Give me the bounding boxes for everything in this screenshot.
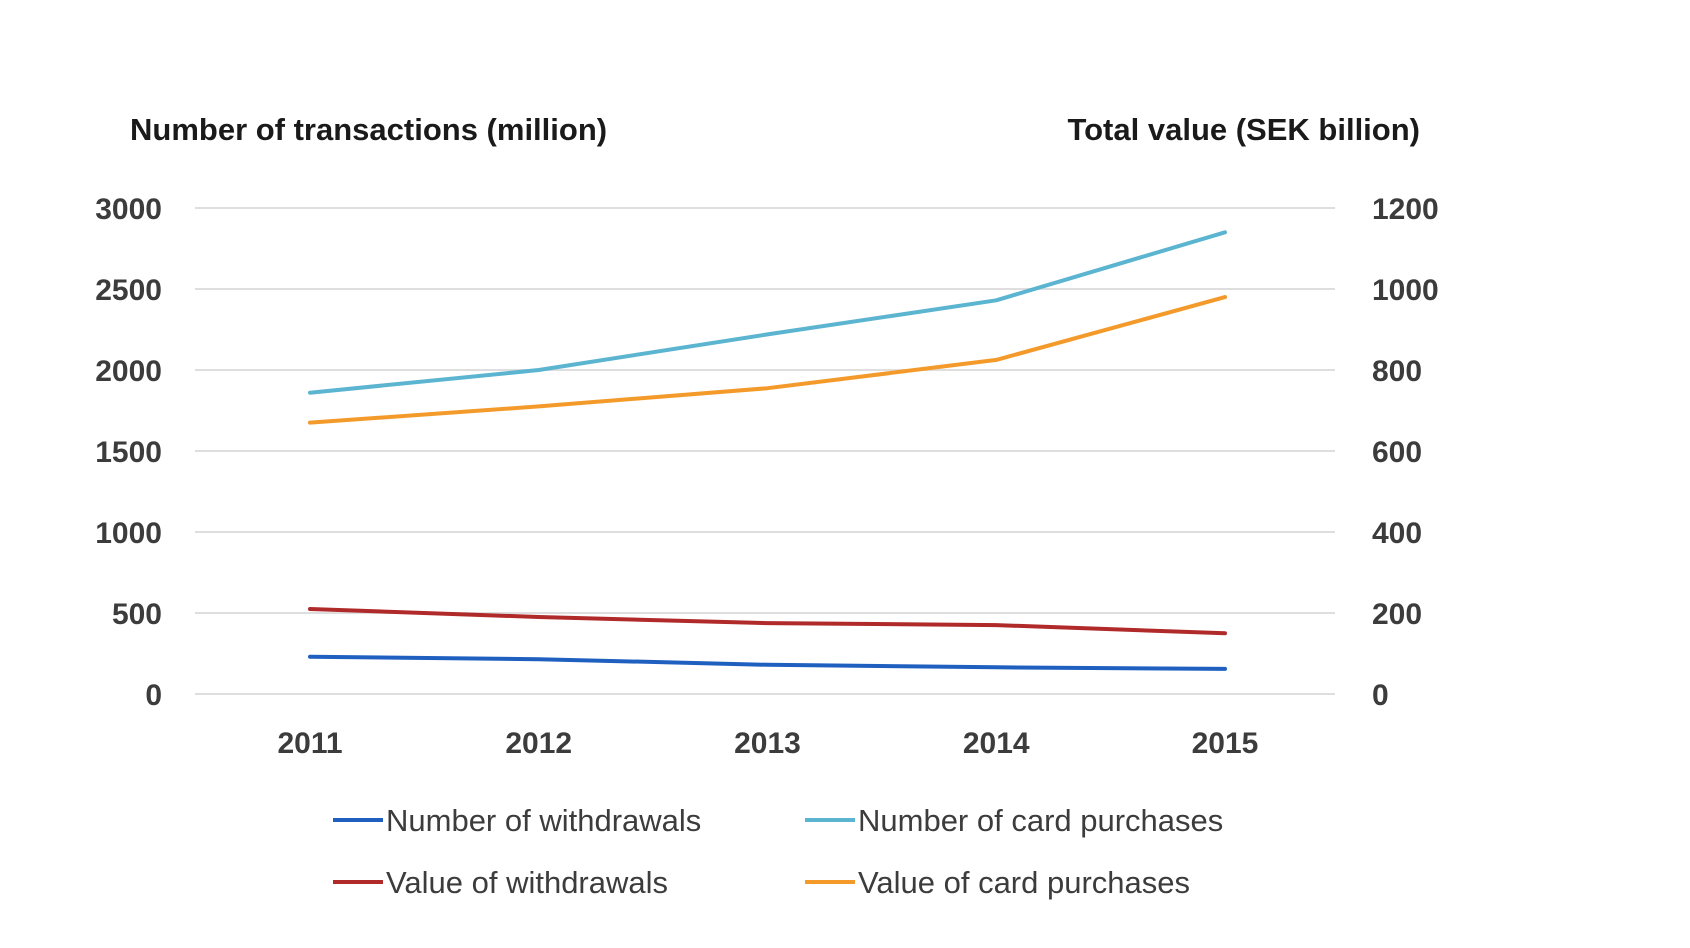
y-left-tick-label: 0 xyxy=(145,679,162,712)
y-right-tick-label: 1000 xyxy=(1372,274,1439,307)
series-lines xyxy=(308,230,1227,671)
legend-item: Number of withdrawals xyxy=(333,803,701,838)
legend-item: Number of card purchases xyxy=(805,803,1223,838)
y-axis-left-title: Number of transactions (million) xyxy=(130,112,607,147)
x-axis-ticks: 2011 2012 2013 2014 2015 xyxy=(277,727,1258,760)
y-right-tick-label: 400 xyxy=(1372,517,1422,550)
y-axis-left-ticks: 0 500 1000 1500 2000 2500 3000 xyxy=(95,193,162,712)
legend-item: Value of withdrawals xyxy=(333,865,668,900)
x-tick-label: 2011 xyxy=(277,727,342,760)
legend-label: Number of withdrawals xyxy=(386,803,701,838)
y-right-tick-label: 1200 xyxy=(1372,193,1439,226)
y-left-tick-label: 2500 xyxy=(95,274,162,307)
legend-item: Value of card purchases xyxy=(805,865,1190,900)
y-left-tick-label: 500 xyxy=(112,598,162,631)
y-left-tick-label: 1000 xyxy=(95,517,162,550)
y-left-tick-label: 1500 xyxy=(95,436,162,469)
y-left-tick-label: 3000 xyxy=(95,193,162,226)
x-tick-label: 2013 xyxy=(734,727,801,760)
y-right-tick-label: 600 xyxy=(1372,436,1422,469)
y-right-tick-label: 800 xyxy=(1372,355,1422,388)
y-left-tick-label: 2000 xyxy=(95,355,162,388)
y-axis-right-ticks: 0 200 400 600 800 1000 1200 xyxy=(1372,193,1439,712)
series-line-number-of-withdrawals xyxy=(308,654,1227,671)
legend-label: Value of withdrawals xyxy=(386,865,668,900)
legend: Number of withdrawals Number of card purc… xyxy=(333,803,1223,900)
series-line-value-of-withdrawals xyxy=(308,607,1227,636)
y-right-tick-label: 0 xyxy=(1372,679,1389,712)
series-line-value-of-card-purchases xyxy=(308,295,1227,425)
x-tick-label: 2014 xyxy=(963,727,1030,760)
y-axis-right-title: Total value (SEK billion) xyxy=(1067,112,1420,147)
x-tick-label: 2012 xyxy=(505,727,572,760)
x-tick-label: 2015 xyxy=(1192,727,1259,760)
y-right-tick-label: 200 xyxy=(1372,598,1422,631)
legend-label: Value of card purchases xyxy=(858,865,1190,900)
legend-label: Number of card purchases xyxy=(858,803,1223,838)
series-line-number-of-card-purchases xyxy=(308,230,1227,395)
